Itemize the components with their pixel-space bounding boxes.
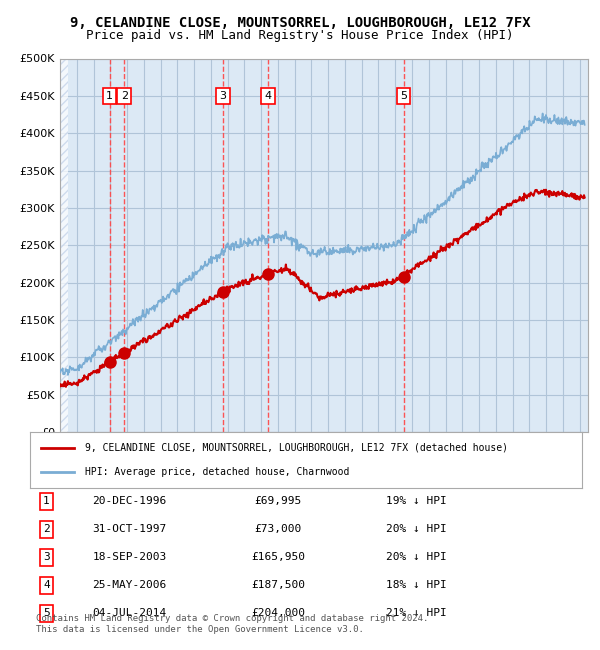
Text: 3: 3: [219, 91, 226, 101]
Text: £165,950: £165,950: [251, 552, 305, 562]
Text: 5: 5: [400, 91, 407, 101]
Text: Contains HM Land Registry data © Crown copyright and database right 2024.
This d: Contains HM Land Registry data © Crown c…: [36, 614, 428, 634]
Text: 04-JUL-2014: 04-JUL-2014: [92, 608, 166, 618]
Text: 21% ↓ HPI: 21% ↓ HPI: [386, 608, 447, 618]
Text: 4: 4: [264, 91, 271, 101]
Text: 25-MAY-2006: 25-MAY-2006: [92, 580, 166, 590]
Text: 4: 4: [43, 580, 50, 590]
Text: 2: 2: [43, 525, 50, 534]
Text: £204,000: £204,000: [251, 608, 305, 618]
Text: 9, CELANDINE CLOSE, MOUNTSORREL, LOUGHBOROUGH, LE12 7FX (detached house): 9, CELANDINE CLOSE, MOUNTSORREL, LOUGHBO…: [85, 443, 508, 452]
Text: 20% ↓ HPI: 20% ↓ HPI: [386, 525, 447, 534]
Text: 19% ↓ HPI: 19% ↓ HPI: [386, 497, 447, 506]
Text: £187,500: £187,500: [251, 580, 305, 590]
Text: 18% ↓ HPI: 18% ↓ HPI: [386, 580, 447, 590]
Text: 31-OCT-1997: 31-OCT-1997: [92, 525, 166, 534]
Text: 20-DEC-1996: 20-DEC-1996: [92, 497, 166, 506]
Text: 9, CELANDINE CLOSE, MOUNTSORREL, LOUGHBOROUGH, LE12 7FX: 9, CELANDINE CLOSE, MOUNTSORREL, LOUGHBO…: [70, 16, 530, 31]
Text: £73,000: £73,000: [255, 525, 302, 534]
Text: 2: 2: [121, 91, 128, 101]
Text: 18-SEP-2003: 18-SEP-2003: [92, 552, 166, 562]
Text: 1: 1: [106, 91, 113, 101]
Text: HPI: Average price, detached house, Charnwood: HPI: Average price, detached house, Char…: [85, 467, 350, 477]
Text: 3: 3: [43, 552, 50, 562]
Text: 20% ↓ HPI: 20% ↓ HPI: [386, 552, 447, 562]
Text: Price paid vs. HM Land Registry's House Price Index (HPI): Price paid vs. HM Land Registry's House …: [86, 29, 514, 42]
Text: 5: 5: [43, 608, 50, 618]
Text: 1: 1: [43, 497, 50, 506]
Text: £69,995: £69,995: [255, 497, 302, 506]
